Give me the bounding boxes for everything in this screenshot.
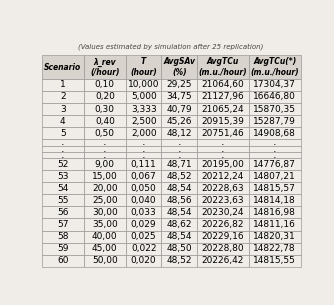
Text: (Values estimated by simulation after 25 replication): (Values estimated by simulation after 25… [78,44,264,50]
